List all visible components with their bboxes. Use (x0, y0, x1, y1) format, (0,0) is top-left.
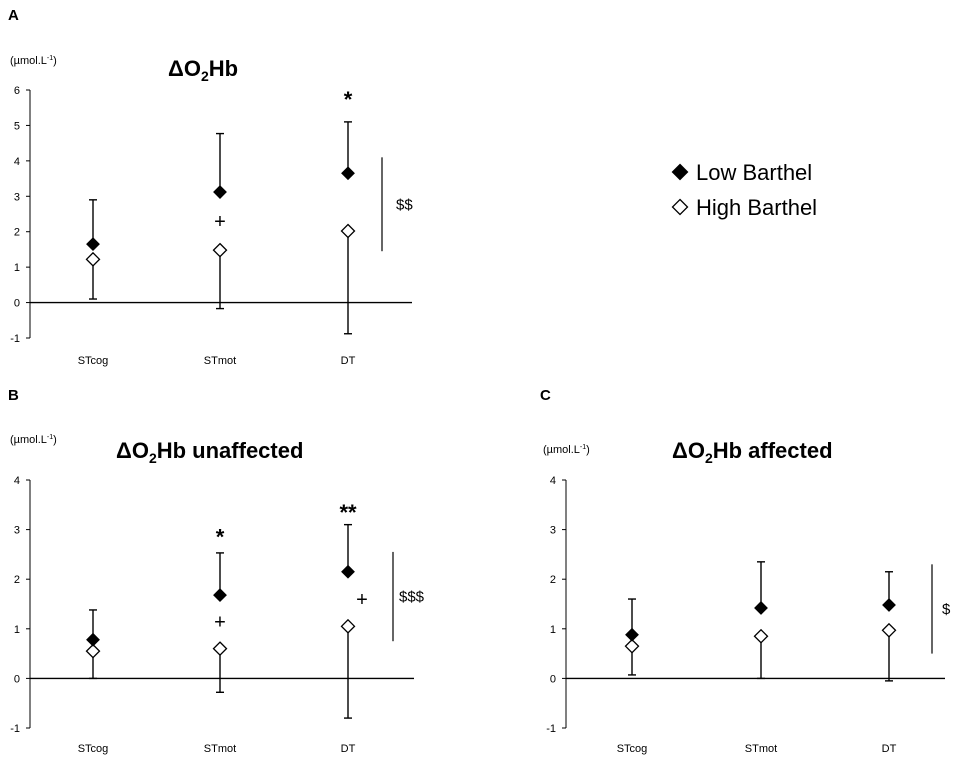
point-high-barthel (340, 618, 356, 634)
y-unit-label: (µmol.L-1) (10, 55, 57, 67)
significance-label: $$$ (399, 589, 425, 606)
y-tick-label: 1 (550, 624, 556, 636)
unit-close: ) (53, 55, 57, 67)
panel-letter: C (540, 387, 551, 404)
point-low-barthel (625, 627, 639, 642)
significance-plus: + (356, 589, 368, 611)
unit-text: (µmol.L (10, 55, 47, 67)
y-tick-label: 4 (14, 156, 20, 168)
panel-letter: A (8, 7, 19, 24)
point-low-barthel (213, 185, 227, 199)
unit-close: ) (586, 444, 590, 456)
significance-plus: + (214, 611, 226, 633)
y-unit-label: (µmol.L-1) (543, 444, 590, 456)
y-tick-label: 1 (14, 624, 20, 636)
significance-plus: + (214, 211, 226, 233)
y-tick-label: 6 (14, 85, 20, 97)
y-tick-label: 4 (14, 475, 20, 487)
y-tick-label: 0 (14, 673, 20, 685)
unit-superscript: -1 (580, 444, 586, 451)
y-tick-label: 4 (550, 475, 556, 487)
chart-title: ΔO2Hb affected (672, 438, 833, 466)
title-rest: Hb affected (713, 438, 833, 463)
point-high-barthel (85, 251, 101, 267)
point-low-barthel (754, 601, 768, 615)
significance-label: $ (942, 601, 951, 618)
legend-label: High Barthel (696, 195, 817, 220)
chart-title: ΔO2Hb unaffected (116, 438, 303, 466)
title-subscript: 2 (201, 68, 209, 84)
y-tick-label: 2 (14, 227, 20, 239)
point-low-barthel (86, 632, 100, 647)
point-high-barthel (753, 628, 769, 644)
unit-superscript: -1 (47, 55, 53, 62)
y-tick-label: 2 (14, 574, 20, 586)
point-low-barthel (882, 598, 896, 612)
point-low-barthel (86, 237, 100, 252)
legend: Low Barthel High Barthel (671, 160, 817, 220)
title-subscript: 2 (705, 450, 713, 466)
point-high-barthel (881, 622, 897, 638)
x-category-label: STmot (204, 355, 236, 367)
title-main: ΔO (116, 438, 149, 463)
legend-label: Low Barthel (696, 160, 812, 185)
y-tick-label: 3 (550, 525, 556, 537)
x-category-label: DT (341, 743, 356, 755)
legend-marker-high-barthel (671, 198, 689, 216)
panel-letter: B (8, 387, 19, 404)
y-unit-label: (µmol.L-1) (10, 434, 57, 446)
point-high-barthel (85, 643, 101, 659)
y-tick-label: 2 (550, 574, 556, 586)
x-category-label: STcog (617, 743, 648, 755)
x-category-label: DT (882, 743, 897, 755)
y-tick-label: 5 (14, 120, 20, 132)
unit-close: ) (53, 434, 57, 446)
chart-title: ΔO2Hb (168, 56, 238, 84)
title-subscript: 2 (149, 450, 157, 466)
significance-star: * (216, 525, 225, 550)
x-category-label: STcog (78, 743, 109, 755)
significance-star: * (344, 87, 353, 112)
point-low-barthel (213, 588, 227, 602)
point-low-barthel (341, 564, 355, 579)
unit-text: (µmol.L (543, 444, 580, 456)
x-category-label: STcog (78, 355, 109, 367)
x-category-label: STmot (204, 743, 236, 755)
point-low-barthel (341, 166, 355, 181)
point-high-barthel (340, 223, 356, 239)
y-tick-label: -1 (546, 723, 556, 735)
title-main: ΔO (672, 438, 705, 463)
x-category-label: DT (341, 355, 356, 367)
unit-text: (µmol.L (10, 434, 47, 446)
x-category-label: STmot (745, 743, 777, 755)
y-tick-label: 1 (14, 262, 20, 274)
y-tick-label: 3 (14, 525, 20, 537)
point-high-barthel (212, 641, 228, 657)
significance-star: ** (339, 500, 357, 525)
significance-label: $$ (396, 196, 413, 213)
y-tick-label: -1 (10, 333, 20, 345)
title-main: ΔO (168, 56, 201, 81)
y-tick-label: -1 (10, 723, 20, 735)
title-rest: Hb (209, 56, 238, 81)
unit-superscript: -1 (47, 434, 53, 441)
y-tick-label: 3 (14, 191, 20, 203)
legend-marker-low-barthel (671, 163, 689, 181)
title-rest: Hb unaffected (157, 438, 304, 463)
point-high-barthel (212, 242, 228, 258)
point-high-barthel (624, 638, 640, 654)
y-tick-label: 0 (550, 673, 556, 685)
y-tick-label: 0 (14, 298, 20, 310)
